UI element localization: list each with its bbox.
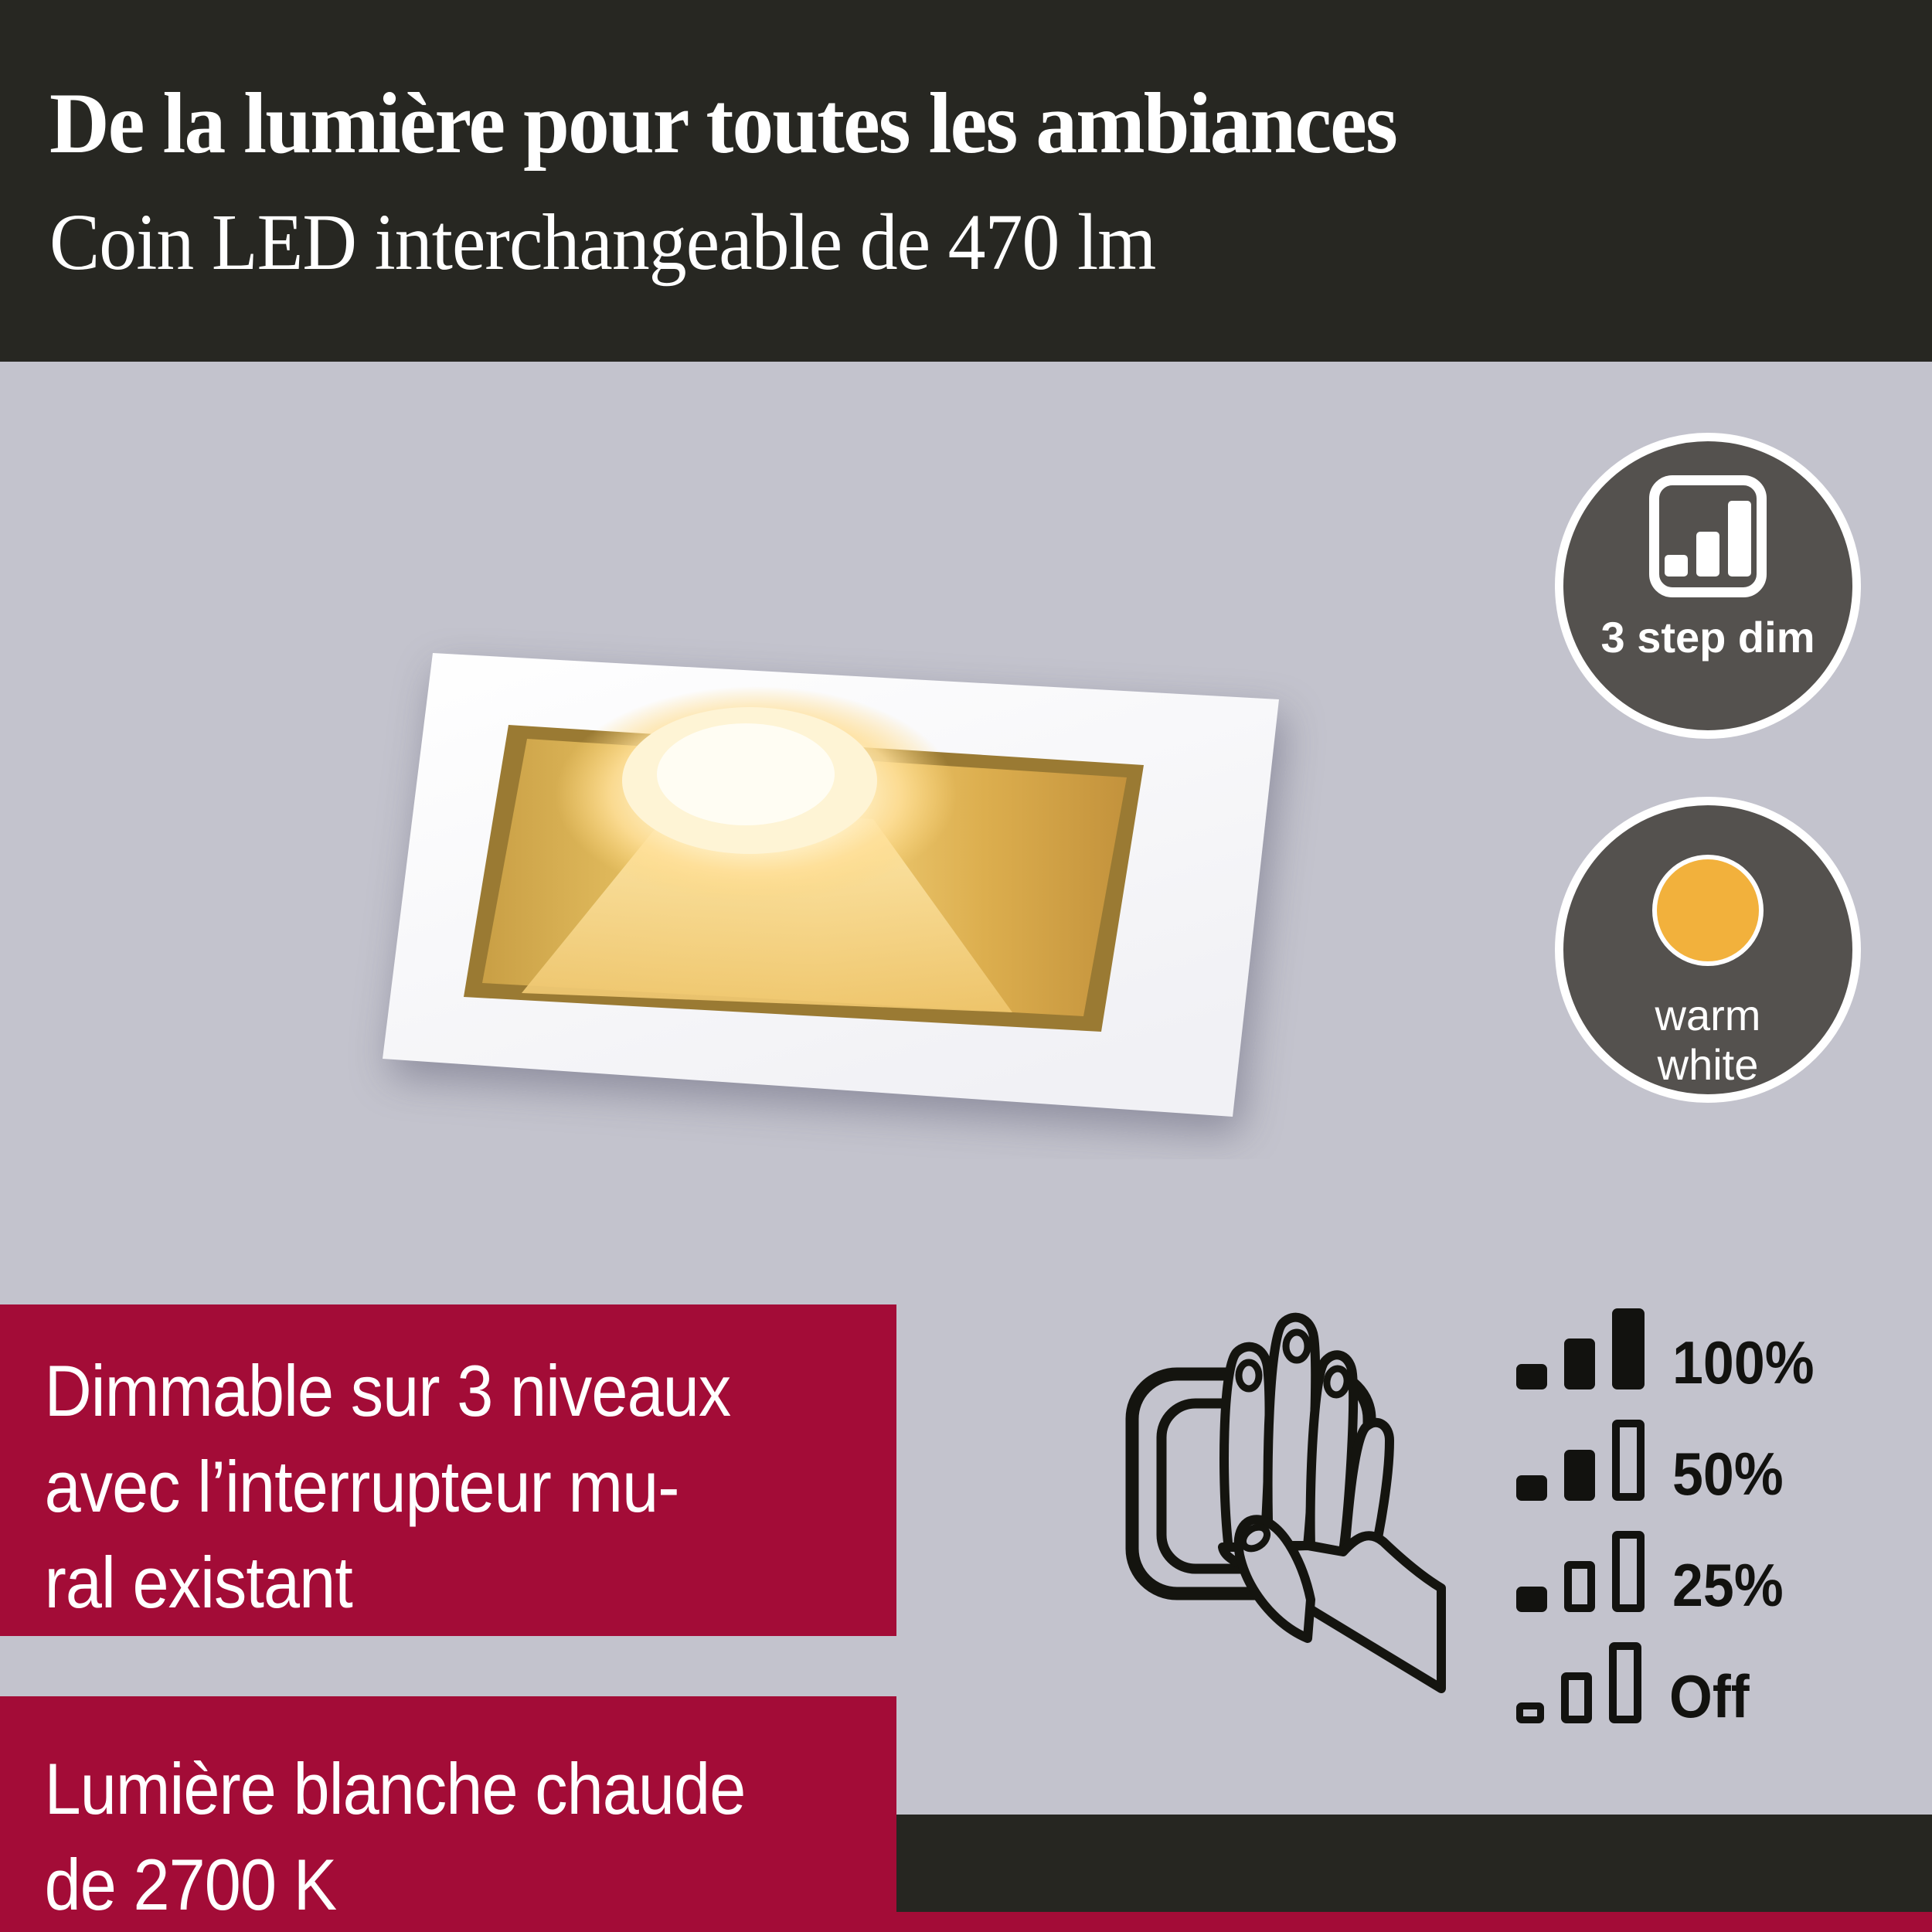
dim-level-label: Off bbox=[1669, 1662, 1750, 1730]
dim-level-row-100: 100% bbox=[1516, 1308, 1827, 1393]
feature-light-color-text: Lumière blanche chaude de 2700 K bbox=[44, 1748, 747, 1925]
badge-warm-white: warm white bbox=[1555, 797, 1861, 1103]
dim-level-label: 50% bbox=[1672, 1440, 1784, 1508]
dim-level-row-off: Off bbox=[1516, 1642, 1757, 1730]
page-subtitle: Coin LED interchangeable de 470 lm bbox=[49, 198, 1156, 287]
page-title: De la lumière pour toutes les ambiances bbox=[49, 76, 1398, 172]
badge-warm-white-label: warm white bbox=[1655, 991, 1761, 1089]
feature-dimming-text: Dimmable sur 3 niveaux avec l’interrupte… bbox=[44, 1350, 732, 1623]
feature-block-light-color: Lumière blanche chaude de 2700 K bbox=[0, 1696, 896, 1932]
dim-level-icon bbox=[1516, 1642, 1641, 1723]
badge-3-step-dim-label: 3 step dim bbox=[1600, 613, 1815, 662]
dim-level-icon bbox=[1516, 1531, 1645, 1612]
dim-level-label: 100% bbox=[1672, 1328, 1815, 1396]
badge-3-step-dim: 3 step dim bbox=[1555, 433, 1861, 739]
dim-level-icon bbox=[1516, 1308, 1645, 1389]
dim-level-icon bbox=[1516, 1420, 1645, 1501]
dim-level-row-50: 50% bbox=[1516, 1420, 1793, 1508]
hand-pressing-wall-switch-illustration bbox=[1125, 1312, 1446, 1693]
bar-chart-3-steps-icon bbox=[1649, 475, 1767, 597]
dim-level-row-25: 25% bbox=[1516, 1531, 1793, 1619]
dim-level-label: 25% bbox=[1672, 1551, 1784, 1619]
square-recessed-led-spot-photo bbox=[383, 653, 1279, 1117]
bottom-red-strip bbox=[896, 1912, 1932, 1932]
header-band: De la lumière pour toutes les ambiances … bbox=[0, 0, 1932, 362]
bottom-dark-bar bbox=[896, 1815, 1932, 1912]
warm-white-dot-icon bbox=[1652, 855, 1764, 966]
feature-block-dimming: Dimmable sur 3 niveaux avec l’interrupte… bbox=[0, 1304, 896, 1636]
